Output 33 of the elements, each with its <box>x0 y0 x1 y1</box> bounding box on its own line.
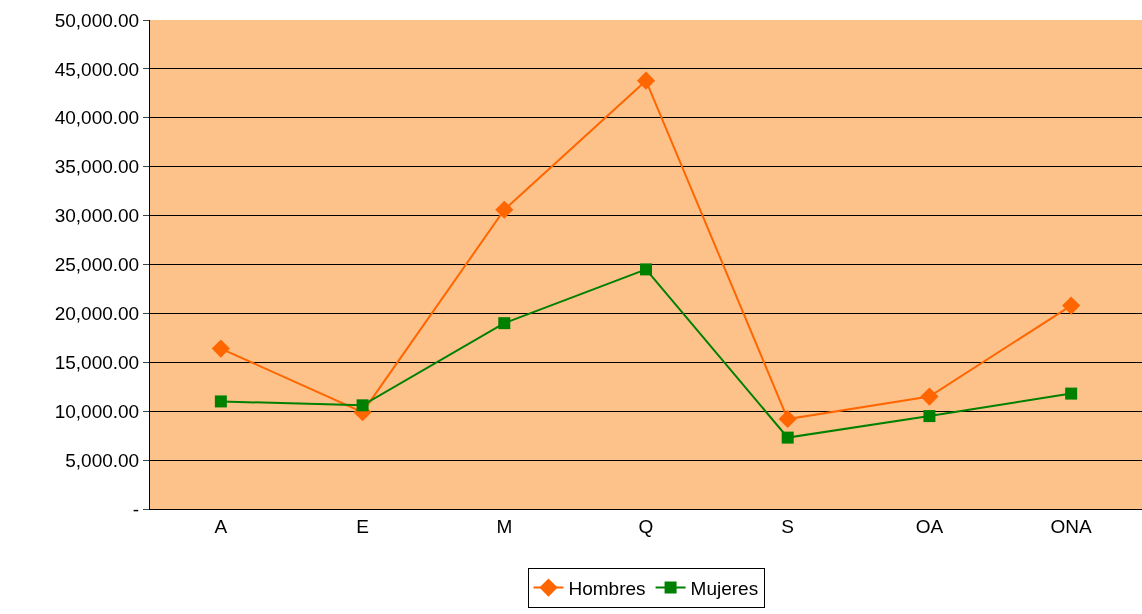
point <box>1065 387 1078 400</box>
y-tick-label: 50,000.00 <box>54 9 140 31</box>
y-tick-label: 35,000.00 <box>54 156 140 178</box>
point <box>498 317 511 330</box>
point <box>920 387 939 406</box>
point <box>495 200 514 219</box>
x-tick-label: S <box>781 515 795 537</box>
y-tick-label: 5,000.00 <box>65 449 140 471</box>
y-tick-label: 45,000.00 <box>54 58 140 80</box>
legend-label: Hombres <box>568 577 646 599</box>
x-tick-label: A <box>214 515 228 537</box>
legend-label: Mujeres <box>690 577 759 599</box>
point <box>778 409 797 429</box>
y-tick-label: 25,000.00 <box>54 254 140 276</box>
y-tick-label: 15,000.00 <box>54 351 140 373</box>
point <box>781 431 794 444</box>
y-tick-label: 10,000.00 <box>54 400 140 422</box>
y-tick-label: 30,000.00 <box>54 205 140 227</box>
x-tick-label: OA <box>915 515 944 537</box>
y-tick-label: 20,000.00 <box>54 303 140 325</box>
x-tick-label: E <box>356 515 369 537</box>
x-tick-label: M <box>496 515 513 537</box>
point <box>923 410 936 423</box>
point <box>1062 296 1081 315</box>
y-tick-label: - <box>132 498 140 520</box>
point <box>356 399 369 412</box>
point <box>640 263 652 276</box>
point <box>636 71 656 90</box>
point <box>211 339 230 358</box>
x-tick-label: ONA <box>1050 515 1093 537</box>
x-tick-label: Q <box>638 515 654 537</box>
y-tick-label: 40,000.00 <box>54 107 140 129</box>
point <box>214 395 227 408</box>
